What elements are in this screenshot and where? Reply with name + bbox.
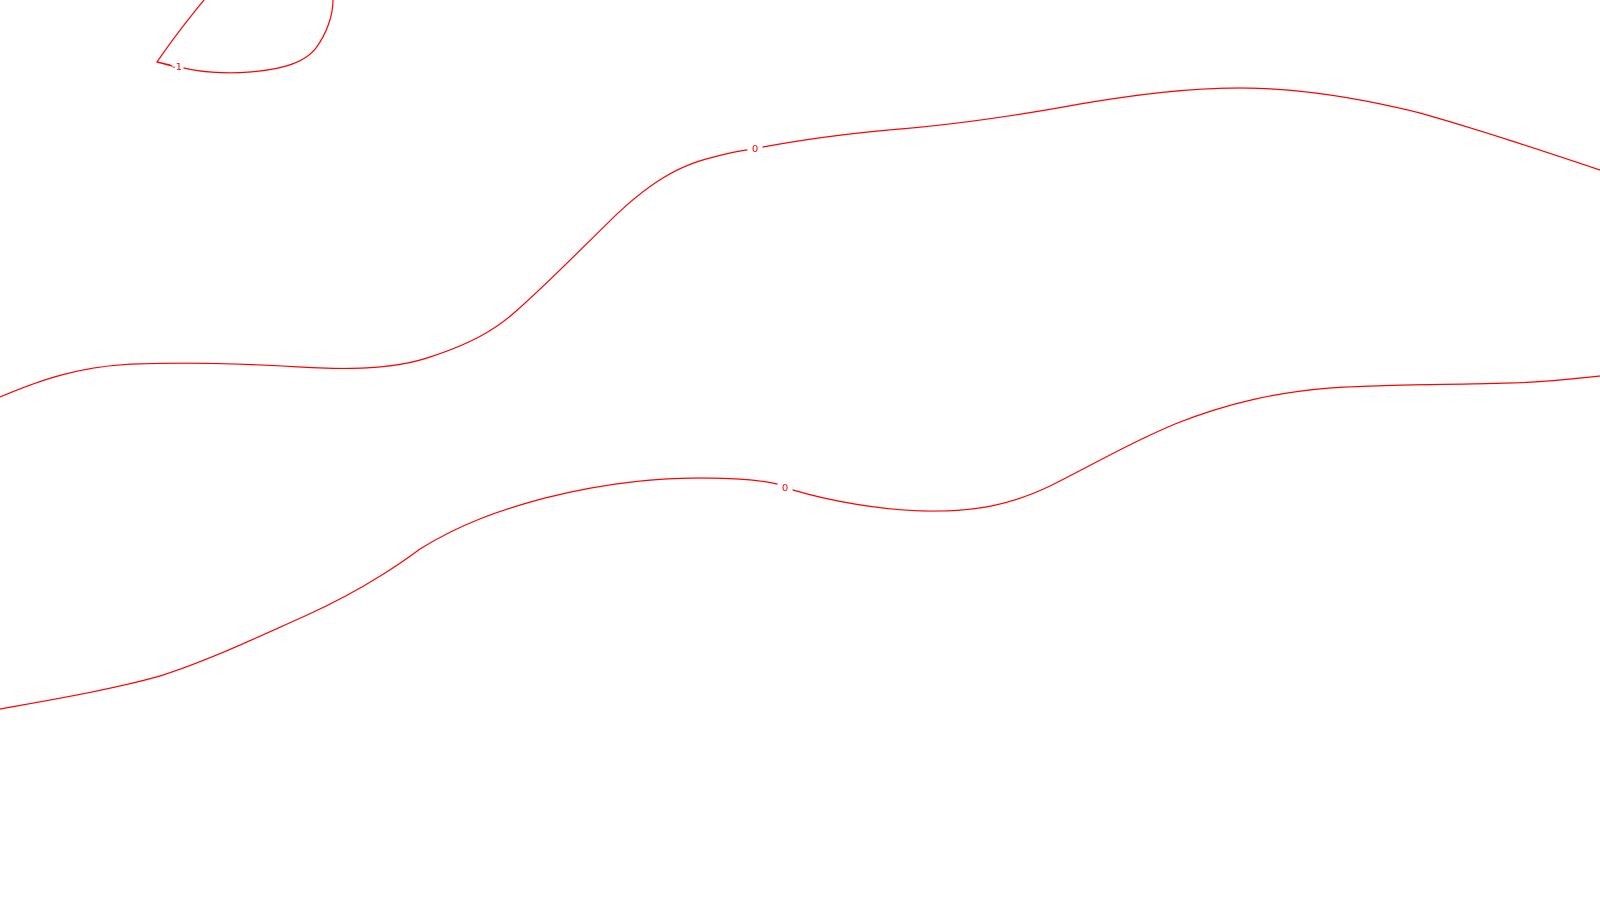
contour-line-minus-one-tail (156, 61, 171, 66)
contour-label-zero-upper: 0 (752, 144, 758, 155)
contour-line-zero-upper (0, 87, 1600, 398)
contour-zero-upper: 0 (0, 87, 1600, 398)
contour-label-minus-one: -1 (172, 62, 182, 73)
contour-zero-lower: 0 (0, 375, 1600, 710)
contour-line-zero-lower (0, 375, 1600, 710)
contour-label-zero-lower: 0 (782, 483, 788, 494)
contour-minus-one: -1 (156, 0, 334, 74)
